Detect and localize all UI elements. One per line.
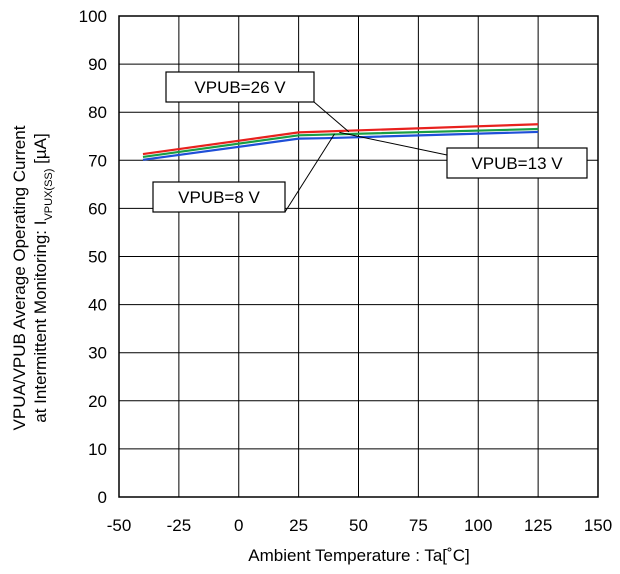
y-tick-label: 20 [88,392,107,411]
x-tick-label: 0 [234,516,243,535]
x-axis-title: Ambient Temperature : Ta[˚C] [248,546,469,565]
y-tick-label: 60 [88,199,107,218]
y-tick-label: 100 [79,7,107,26]
series-lines [142,123,539,161]
x-tick-label: -50 [107,516,132,535]
callout-label: VPUB=13 V [471,154,563,173]
callout-box [152,181,286,213]
x-tick-label: 75 [409,516,428,535]
callout-box [446,147,588,179]
x-tick-label: 125 [524,516,552,535]
y-tick-label: 50 [88,248,107,267]
y-axis-title-unit: [µA] [31,133,50,168]
callout-label: VPUB=8 V [178,188,260,207]
y-tick-label: 40 [88,296,107,315]
x-tick-label: 25 [289,516,308,535]
axis-ticks: -50 -25 0 25 50 75 100 125 150 0 10 20 30 40 50 60 70 80 9… [79,7,613,535]
x-tick-label: 100 [464,516,492,535]
plot-area-frame [118,15,599,498]
callout: VPUB=8 V [152,133,335,213]
y-tick-label: 0 [98,488,107,507]
y-axis-title-line1: VPUA/VPUB Average Operating Current [10,125,29,430]
x-tick-label: -25 [167,516,192,535]
callouts: VPUB=26 V VPUB=13 V VPUB=8 V [152,71,588,213]
series-line [142,130,539,161]
y-tick-label: 70 [88,151,107,170]
callout-leader [313,101,350,133]
y-axis-title-subscript: VPUX(SS) [43,169,55,221]
y-tick-label: 80 [88,103,107,122]
y-tick-label: 30 [88,344,107,363]
series-line [142,127,539,159]
x-tick-label: 50 [349,516,368,535]
callout-label: VPUB=26 V [194,78,286,97]
x-tick-label: 150 [584,516,612,535]
y-axis-title-line2: at Intermittent Monitoring: IVPUX(SS) [µ… [31,133,55,422]
series-line [142,123,539,156]
callout: VPUB=13 V [339,131,588,179]
callout-box [165,71,315,103]
callout: VPUB=26 V [165,71,350,133]
y-axis-title-main: at Intermittent Monitoring: I [31,221,50,423]
y-tick-label: 90 [88,55,107,74]
callout-leader [339,131,448,156]
y-tick-label: 10 [88,440,107,459]
callout-leader [284,133,335,213]
